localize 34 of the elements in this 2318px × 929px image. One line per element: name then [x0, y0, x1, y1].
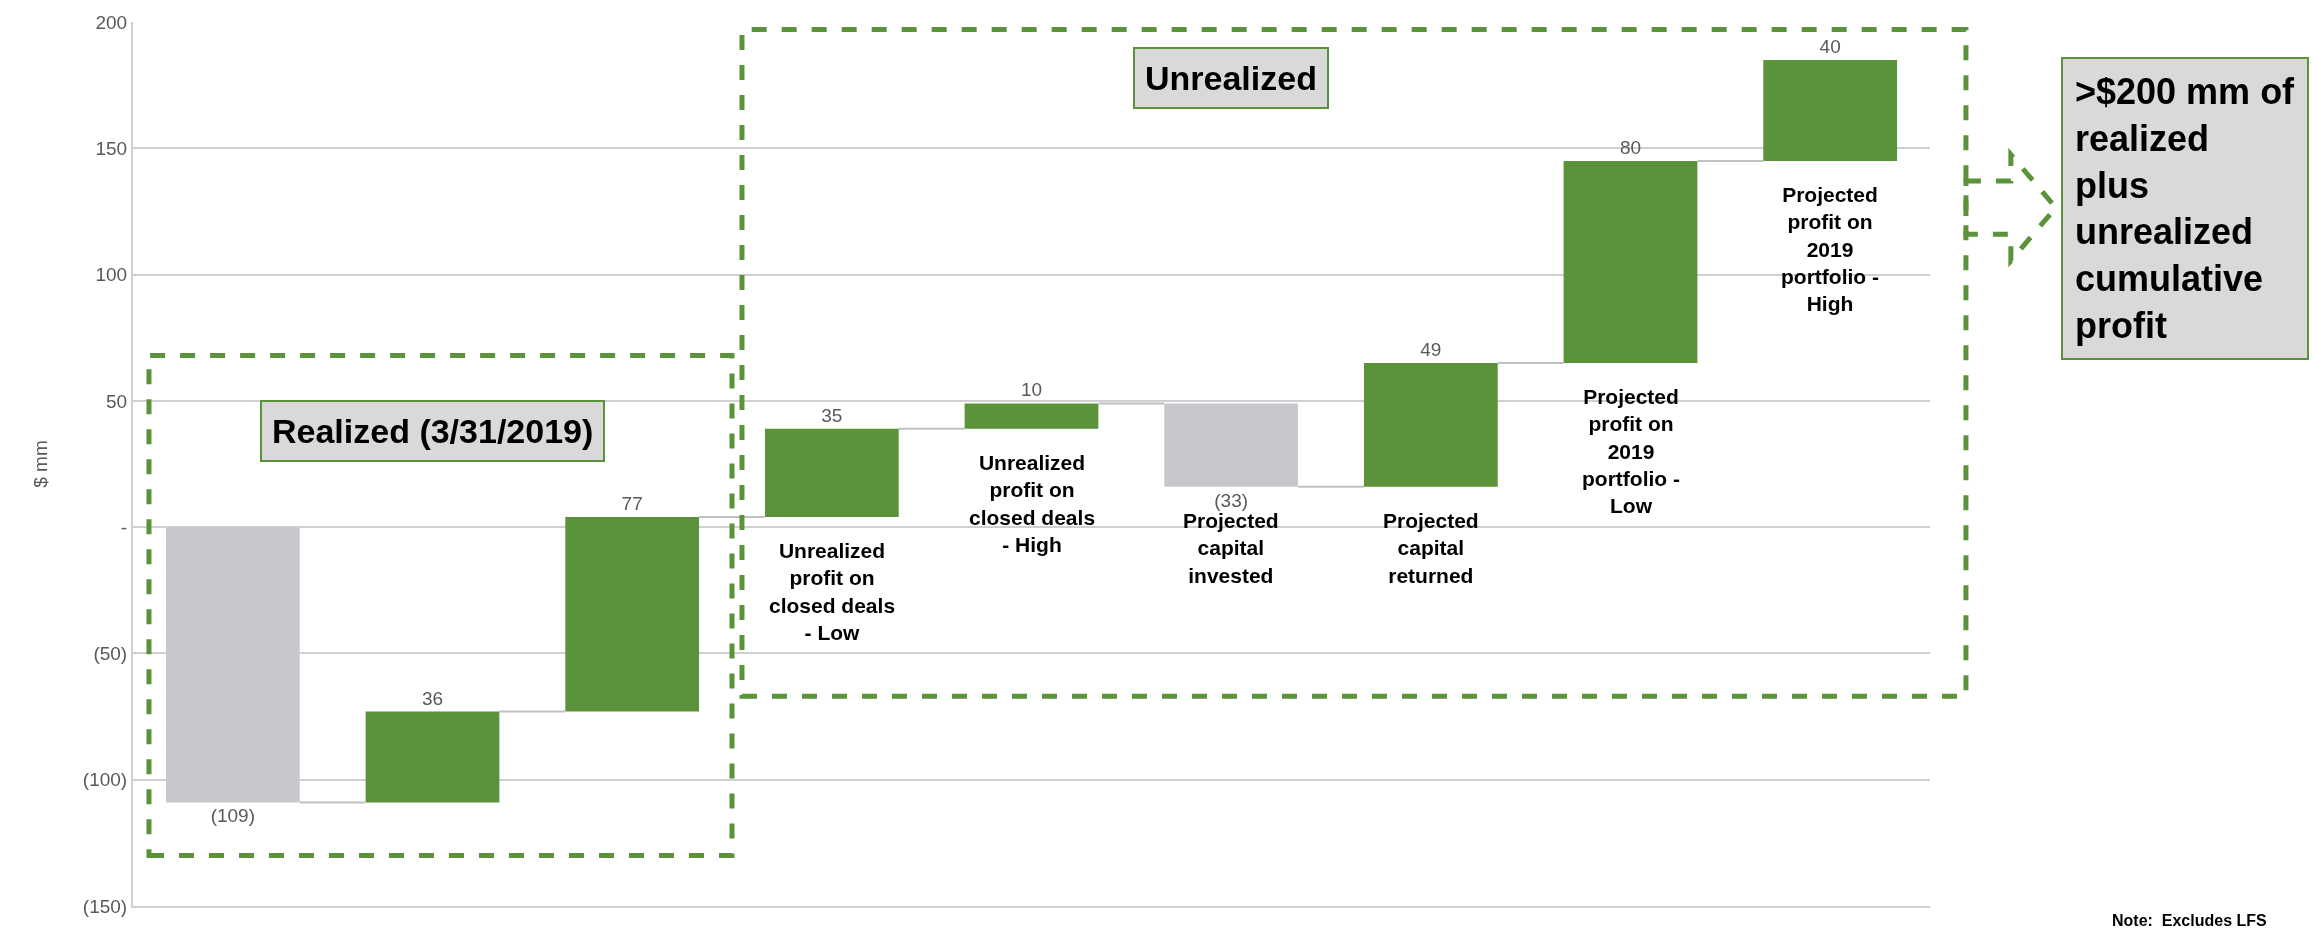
x-tick-label: Projected profit on 2019 portfolio - High [1781, 183, 1879, 316]
bar [1763, 59, 1898, 161]
x-tick-label: Projected profit on 2019 portfolio - Low [1582, 385, 1680, 518]
y-tick-label: (50) [93, 643, 128, 665]
data-label: 36 [421, 687, 444, 709]
y-tick-label: 200 [95, 11, 128, 33]
bar [1363, 362, 1498, 487]
bar [964, 403, 1099, 429]
data-label: (109) [210, 805, 256, 827]
y-tick-label: 100 [95, 264, 128, 286]
data-label: 10 [1020, 379, 1043, 401]
bar [1563, 160, 1698, 363]
y-tick-label: (150) [82, 895, 128, 917]
data-label: 80 [1619, 136, 1642, 158]
data-label: 40 [1819, 35, 1841, 57]
data-label: (33) [1214, 489, 1249, 511]
y-tick-label: 150 [95, 137, 128, 159]
bar [365, 711, 500, 803]
y-axis-title: $ mm [30, 440, 52, 488]
y-tick-label: - [120, 516, 128, 538]
annotation: Realized (3/31/2019) [272, 412, 594, 450]
y-tick-label: (100) [82, 769, 128, 791]
bar [565, 517, 700, 712]
y-tick-label: 50 [106, 390, 128, 412]
annotation: Unrealized [1145, 59, 1317, 97]
x-tick-label: Unrealized profit on closed deals - Low [769, 539, 896, 644]
text: >$200 mm of realized plus unrealized cumulative profit [2075, 71, 2296, 346]
text: Note: Excludes LFS [2112, 912, 2268, 929]
x-tick-label: Projected capital returned [1383, 509, 1479, 587]
data-label: 35 [821, 404, 843, 426]
data-label: 49 [1420, 338, 1442, 360]
data-label: 77 [621, 493, 643, 515]
x-tick-label: Unrealized profit on closed deals - High [969, 451, 1096, 556]
bar [764, 428, 899, 518]
